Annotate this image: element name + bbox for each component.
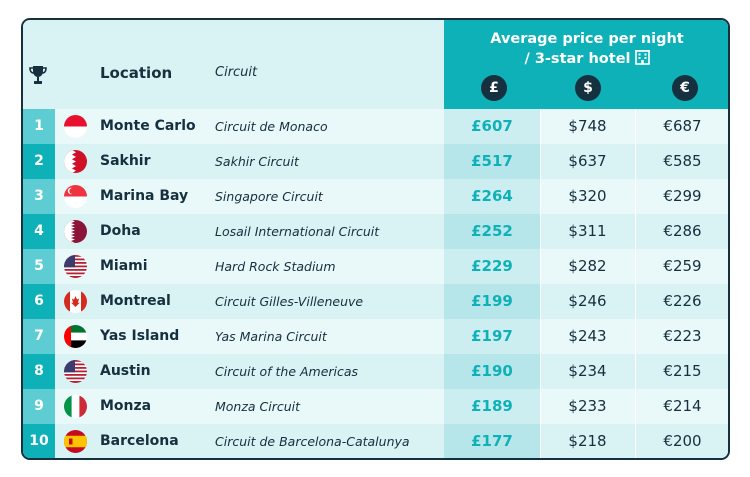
circuit-name: Singapore Circuit (215, 189, 323, 204)
table-row: 10 Barcelona Circuit de Barcelona-Cataluny… (23, 424, 728, 458)
price-gbp: £252 (471, 222, 513, 240)
location-name: Doha (100, 223, 141, 239)
price-usd: $311 (568, 222, 607, 240)
rank-number: 5 (23, 249, 55, 284)
rank-number: 10 (23, 424, 55, 458)
price-usd: $246 (568, 292, 607, 310)
table-row: 2 Sakhir Sakhir Circuit £517 $637 €585 (23, 144, 728, 179)
price-usd: $637 (568, 152, 607, 170)
rank-number: 2 (23, 144, 55, 179)
trophy-icon (29, 66, 47, 84)
rank-number: 4 (23, 214, 55, 249)
price-eur: €200 (663, 432, 702, 450)
price-eur: €299 (663, 187, 702, 205)
price-eur: €223 (663, 327, 702, 345)
location-column-header: Location (100, 64, 173, 82)
price-eur: €259 (663, 257, 702, 275)
location-name: Miami (100, 258, 148, 274)
price-usd: $748 (568, 117, 607, 135)
price-title-line1: Average price per night (490, 31, 684, 47)
rank-number: 3 (23, 179, 55, 214)
gbp-currency-badge: £ (481, 75, 507, 101)
table-row: 6 Montreal Circuit Gilles-Villeneuve £199 $2… (23, 284, 728, 319)
circuit-name: Yas Marina Circuit (215, 329, 327, 344)
usd-currency-badge: $ (575, 75, 601, 101)
price-gbp: £517 (471, 152, 513, 170)
circuit-name: Monza Circuit (215, 399, 301, 414)
canada-flag-icon (64, 290, 87, 313)
table-row: 5 Miami Hard Rock Stadium £229 $282 €259 (23, 249, 728, 284)
usa-flag-icon (64, 255, 87, 278)
price-usd: $233 (568, 397, 607, 415)
price-usd: $243 (568, 327, 607, 345)
qatar-flag-icon (64, 220, 87, 243)
usa-flag-icon (64, 360, 87, 383)
eur-currency-badge: € (672, 75, 698, 101)
monaco-flag-icon (64, 115, 87, 138)
table-header (23, 20, 444, 109)
location-name: Monza (100, 398, 152, 414)
table-row: 1 Monte Carlo Circuit de Monaco £607 $748 €68… (23, 109, 728, 144)
price-gbp: £190 (471, 362, 513, 380)
price-eur: €215 (663, 362, 702, 380)
table-row: 8 Austin Circuit of the Americas £190 $234 €2… (23, 354, 728, 389)
hotel-icon (634, 50, 650, 65)
location-name: Sakhir (100, 153, 151, 169)
location-name: Montreal (100, 293, 171, 309)
price-gbp: £177 (471, 432, 513, 450)
rank-number: 8 (23, 354, 55, 389)
price-title-line2: / 3-star hotel (524, 51, 631, 67)
table-row: 3 Marina Bay Singapore Circuit £264 $320 €299 (23, 179, 728, 214)
location-name: Barcelona (100, 433, 179, 449)
circuit-name: Circuit Gilles-Villeneuve (215, 294, 364, 309)
price-usd: $282 (568, 257, 607, 275)
price-gbp: £199 (471, 292, 513, 310)
price-gbp: £197 (471, 327, 513, 345)
price-usd: $234 (568, 362, 607, 380)
circuit-name: Circuit de Barcelona-Catalunya (215, 434, 410, 449)
table-row: 7 Yas Island Yas Marina Circuit £197 $243 €22… (23, 319, 728, 354)
circuit-name: Hard Rock Stadium (215, 259, 336, 274)
location-name: Monte Carlo (100, 118, 196, 134)
rank-number: 1 (23, 109, 55, 144)
circuit-name: Circuit de Monaco (215, 119, 328, 134)
price-usd: $320 (568, 187, 607, 205)
singapore-flag-icon (64, 185, 87, 208)
italy-flag-icon (64, 395, 87, 418)
price-eur: €214 (663, 397, 702, 415)
rank-number: 9 (23, 389, 55, 424)
price-eur: €286 (663, 222, 702, 240)
circuit-column-header: Circuit (215, 65, 258, 80)
rank-number: 6 (23, 284, 55, 319)
location-name: Austin (100, 363, 151, 379)
price-gbp: £607 (471, 117, 513, 135)
price-gbp: £229 (471, 257, 513, 275)
price-table: Location Circuit Average price per night… (21, 18, 730, 460)
spain-flag-icon (64, 430, 87, 453)
table-row: 4 Doha Losail International Circuit £252 $31… (23, 214, 728, 249)
price-eur: €687 (663, 117, 702, 135)
price-usd: $218 (568, 432, 607, 450)
circuit-name: Circuit of the Americas (215, 364, 359, 379)
location-name: Marina Bay (100, 188, 189, 204)
circuit-name: Sakhir Circuit (215, 154, 299, 169)
uae-flag-icon (64, 325, 87, 348)
price-eur: €226 (663, 292, 702, 310)
price-gbp: £189 (471, 397, 513, 415)
rank-number: 7 (23, 319, 55, 354)
circuit-name: Losail International Circuit (215, 224, 380, 239)
price-column-header: Average price per night / 3-star hotel (444, 29, 728, 69)
bahrain-flag-icon (64, 150, 87, 173)
table-row: 9 Monza Monza Circuit £189 $233 €214 (23, 389, 728, 424)
location-name: Yas Island (100, 328, 180, 344)
price-gbp: £264 (471, 187, 513, 205)
price-eur: €585 (663, 152, 702, 170)
